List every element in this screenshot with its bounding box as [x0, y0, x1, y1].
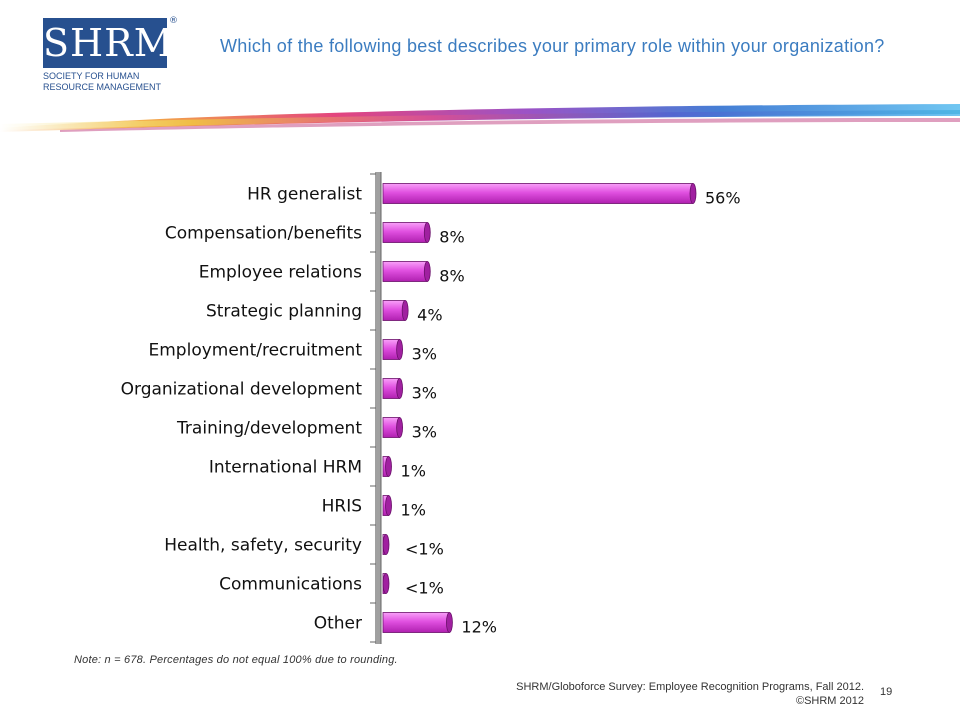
category-label: Training/development: [176, 419, 362, 439]
category-label: Communications: [219, 575, 362, 595]
logo-subtitle: SOCIETY FOR HUMAN RESOURCE MANAGEMENT: [43, 71, 178, 93]
bar-end-cap: [396, 378, 404, 399]
data-label: 3%: [412, 345, 437, 364]
data-label: 12%: [461, 618, 497, 637]
bar: [382, 222, 428, 243]
source-line: SHRM/Globoforce Survey: Employee Recogni…: [516, 681, 864, 693]
category-label: International HRM: [209, 458, 362, 478]
data-label: 4%: [417, 306, 442, 325]
logo-subtitle-line1: SOCIETY FOR HUMAN: [43, 71, 140, 81]
data-label: 3%: [412, 384, 437, 403]
shrm-logo: SHRM ® SOCIETY FOR HUMAN RESOURCE MANAGE…: [43, 16, 178, 98]
logo-subtitle-line2: RESOURCE MANAGEMENT: [43, 82, 162, 92]
category-label: Organizational development: [121, 380, 363, 400]
bar-end-cap: [446, 612, 453, 633]
copyright-line: ©SHRM 2012: [795, 695, 864, 707]
axis: [370, 172, 382, 644]
bars: [382, 183, 697, 633]
category-label: Health, safety, security: [164, 536, 362, 556]
data-label: 8%: [439, 228, 464, 247]
data-label: 3%: [412, 423, 437, 442]
footnote: Note: n = 678. Percentages do not equal …: [74, 654, 398, 666]
page-number: 19: [880, 686, 893, 698]
data-label: 56%: [705, 189, 741, 208]
bar-end-cap: [423, 261, 431, 282]
bar-end-cap: [401, 300, 409, 321]
data-label: 1%: [401, 462, 426, 481]
data-label: <1%: [405, 540, 444, 559]
bar-end-cap: [396, 339, 404, 360]
bar-end-cap: [385, 495, 392, 516]
data-label: <1%: [405, 579, 444, 598]
logo-mark: SHRM: [43, 21, 174, 65]
bar-end-cap: [689, 183, 697, 204]
decorative-banner: [0, 104, 960, 132]
bar-end-cap: [423, 222, 431, 243]
slide-title: Which of the following best describes yo…: [220, 36, 885, 56]
bar: [382, 261, 428, 282]
category-label: Compensation/benefits: [165, 224, 362, 244]
bar-end-cap: [396, 417, 404, 438]
logo-registered-mark: ®: [169, 16, 178, 26]
data-label: 1%: [401, 501, 426, 520]
category-label: Employment/recruitment: [149, 341, 363, 361]
labels: HR generalist 56% Compensation/benefits 8% E…: [121, 185, 741, 637]
axis-wall: [375, 172, 381, 644]
logo-mark-box: SHRM: [43, 18, 174, 68]
bar-chart: HR generalist 56% Compensation/benefits 8% E…: [121, 172, 741, 644]
bar-end-cap: [382, 573, 390, 594]
bar-end-cap: [382, 534, 390, 555]
category-label: Other: [314, 614, 362, 634]
category-label: HRIS: [322, 497, 362, 517]
bar-end-cap: [385, 456, 392, 477]
source-citation: SHRM/Globoforce Survey: Employee Recogni…: [420, 680, 864, 708]
bar: [382, 612, 450, 633]
data-label: 8%: [439, 267, 464, 286]
category-label: Employee relations: [199, 263, 362, 283]
category-label: HR generalist: [247, 185, 362, 205]
bar: [382, 183, 694, 204]
category-label: Strategic planning: [206, 302, 362, 322]
